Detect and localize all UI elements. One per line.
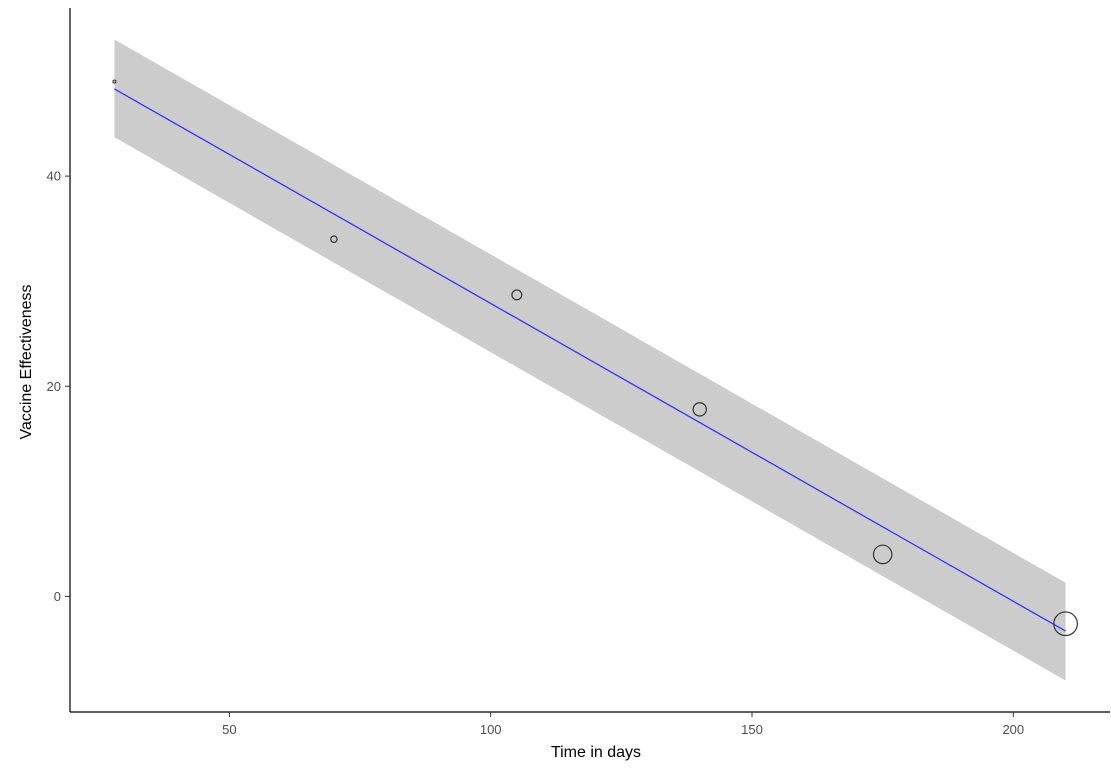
axes	[69, 8, 1110, 713]
x-ticks: 50 100 150 200	[222, 712, 1024, 737]
y-axis-title: Vaccine Effectiveness	[18, 284, 35, 439]
data-point	[330, 235, 338, 243]
y-tick-label: 0	[54, 589, 61, 604]
fit-line-layer	[114, 88, 1066, 632]
data-point	[112, 79, 117, 84]
x-tick-label: 100	[480, 722, 502, 737]
data-point	[511, 289, 523, 301]
y-tick-label: 20	[47, 379, 61, 394]
x-axis-title: Time in days	[551, 744, 641, 761]
x-tick-label: 50	[222, 722, 236, 737]
y-tick-label: 40	[47, 169, 61, 184]
data-point	[1053, 611, 1078, 637]
fit-line	[114, 88, 1066, 632]
data-point	[692, 402, 707, 417]
data-points-layer	[112, 79, 1078, 637]
x-tick-label: 200	[1002, 722, 1024, 737]
y-ticks: 0 20 40	[47, 169, 70, 604]
x-tick-label: 150	[741, 722, 763, 737]
data-point	[872, 544, 893, 565]
